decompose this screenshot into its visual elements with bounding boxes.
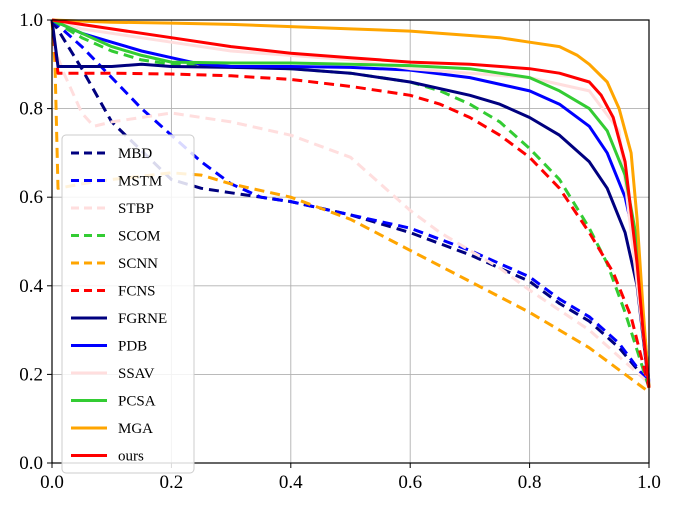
series-line-stbp [50, 41, 650, 385]
y-tick-label: 0.8 [19, 99, 43, 120]
legend-label: SCOM [118, 229, 161, 245]
legend-label: FCNS [118, 284, 156, 300]
y-tick-label: 0.6 [19, 187, 43, 208]
x-tick-label: 1.0 [637, 472, 661, 493]
plot-frame [51, 19, 650, 464]
x-tick-label: 0.6 [398, 472, 422, 493]
x-tick-label: 0.4 [279, 472, 303, 493]
legend-label: STBP [118, 201, 154, 217]
y-tick-label: 0.4 [19, 276, 43, 297]
x-tick-label: 0.2 [160, 472, 184, 493]
series-line-ours [51, 18, 651, 388]
y-tick-label: 0.2 [19, 364, 43, 385]
legend-label: FGRNE [118, 311, 167, 327]
legend-label: SSAV [118, 366, 155, 382]
plot-lines [50, 18, 651, 394]
series-line-scom [51, 18, 651, 389]
legend-label: MSTM [118, 174, 162, 190]
series-line-pdb [51, 18, 651, 384]
legend-label: SCNN [118, 256, 158, 272]
series-line-mga [51, 18, 651, 388]
series-line-fcns [50, 19, 651, 389]
legend-label: PCSA [118, 394, 156, 410]
series-line-mstm [51, 18, 651, 385]
legend-label: ours [118, 449, 144, 465]
axis-ticks: 0.0 0.2 0.4 0.6 0.8 1.0 0.0 0.2 0.4 0.6 0.8 1.0 [19, 10, 661, 493]
legend-label: MGA [118, 421, 153, 437]
y-tick-label: 1.0 [19, 10, 43, 31]
y-tick-label: 0.0 [19, 453, 43, 474]
legend: MBD MSTM STBP SCOM SCNN FCNS FGRNE PDB SSAV PCSA M… [61, 134, 195, 474]
legend-label: MBD [118, 146, 152, 162]
legend-box [61, 134, 195, 474]
x-tick-label: 0.0 [40, 472, 64, 493]
legend-label: PDB [118, 339, 147, 355]
series-line-ssav [51, 18, 651, 384]
series-line-fgrne [50, 19, 651, 388]
series-line-pcsa [51, 18, 651, 388]
x-tick-label: 0.8 [518, 472, 542, 493]
